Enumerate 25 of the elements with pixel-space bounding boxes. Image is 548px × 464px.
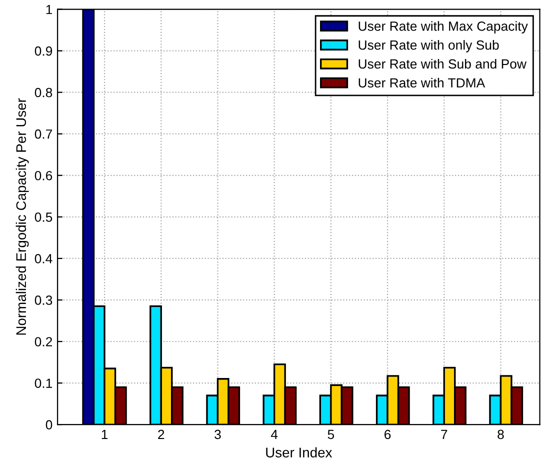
y-tick-label: 0.5 — [34, 212, 52, 222]
legend-label: User Rate with only Sub — [358, 40, 499, 52]
x-axis-title: User Index — [266, 447, 332, 458]
y-tick-label: 0.9 — [34, 46, 52, 56]
x-tick-label: 8 — [498, 430, 504, 440]
x-tick-label: 6 — [384, 430, 391, 440]
x-tick-label: 5 — [328, 430, 334, 440]
x-tick-label: 2 — [158, 430, 164, 439]
y-tick-label: 1 — [46, 4, 52, 14]
y-tick-label: 0.2 — [34, 337, 52, 346]
legend-label: User Rate with TDMA — [358, 78, 486, 88]
legend-label: User Rate with Sub and Pow — [358, 58, 527, 69]
y-tick-label: 0.6 — [34, 170, 52, 180]
y-tick-label: 0.4 — [34, 254, 52, 264]
y-tick-label: 0.7 — [34, 129, 52, 139]
x-tick-label: 3 — [214, 430, 221, 440]
y-tick-label: 0.8 — [34, 88, 52, 98]
y-tick-label: 0.3 — [34, 296, 52, 305]
x-tick-label: 1 — [102, 430, 108, 439]
y-tick-label: 0.1 — [34, 378, 52, 388]
y-axis-title: Normalized Ergodic Capacity Per User — [16, 98, 29, 335]
y-tick-label: 0 — [46, 420, 52, 430]
legend-label: User Rate with Max Capacity — [358, 21, 528, 34]
x-tick-label: 4 — [270, 430, 278, 439]
x-tick-label: 7 — [441, 430, 448, 439]
